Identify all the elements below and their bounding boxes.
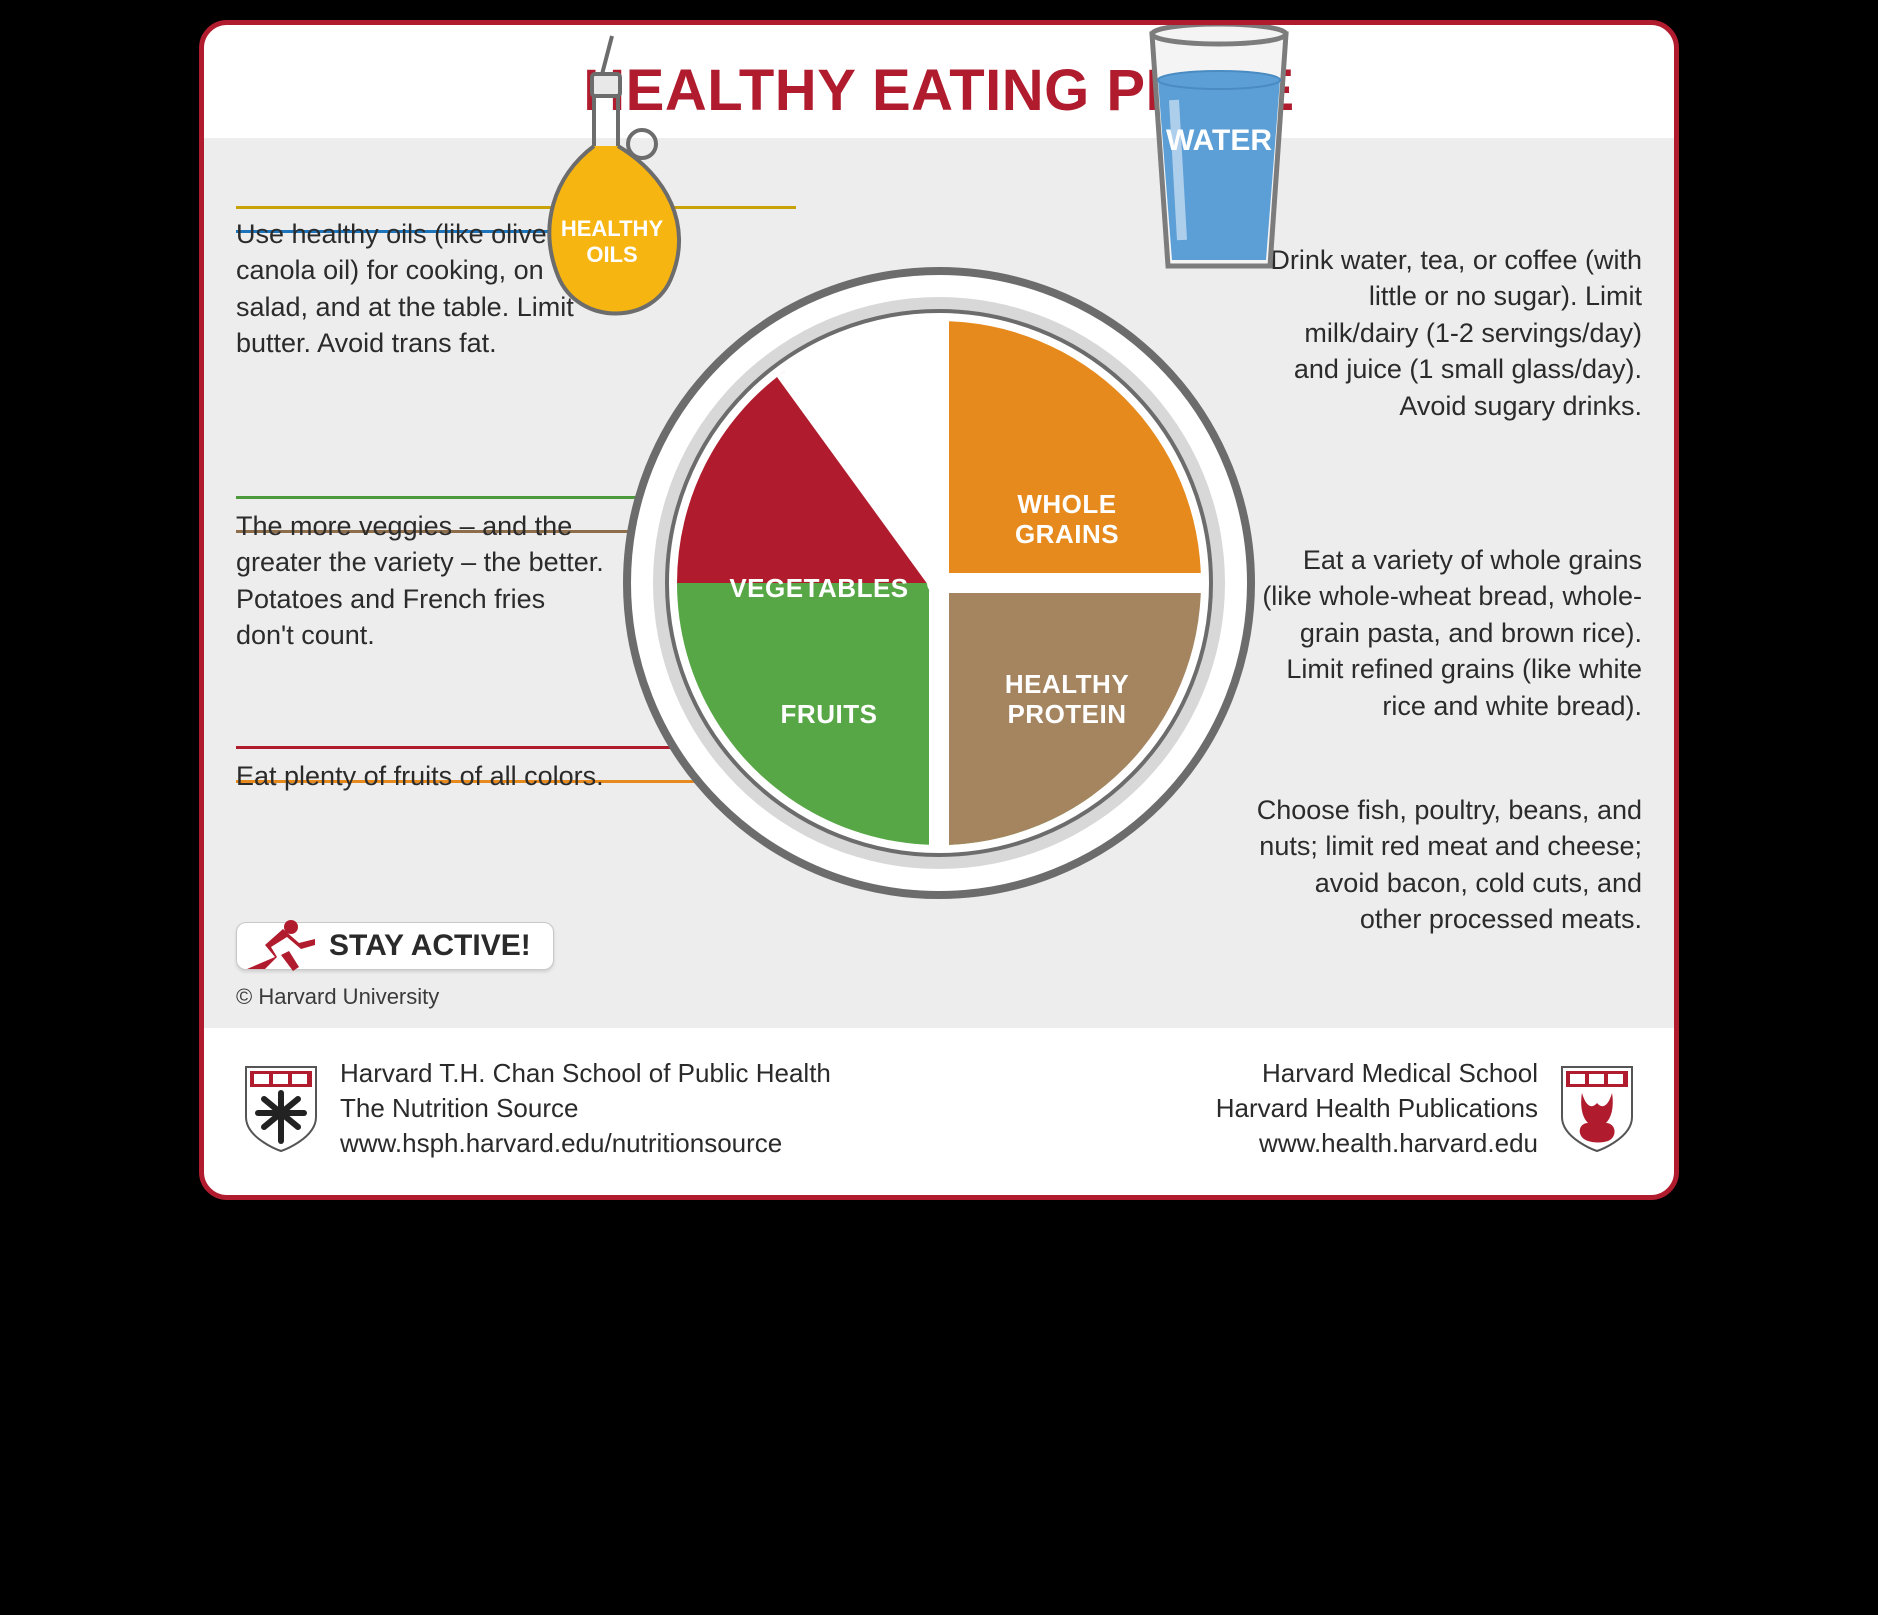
runner-icon	[243, 917, 325, 979]
shield-hms-icon	[1558, 1063, 1636, 1155]
shield-hsph-icon	[242, 1063, 320, 1155]
callout-protein: Choose fish, poultry, beans, and nuts; l…	[1252, 792, 1642, 938]
callout-fruits: Eat plenty of fruits of all colors.	[236, 758, 606, 794]
oils-label-1: HEALTHY	[561, 216, 664, 241]
body-area: Use healthy oils (like olive and canola …	[204, 138, 1674, 1028]
infographic-card: HEALTHY EATING PLATE Use healthy oils (l…	[199, 20, 1679, 1200]
footer-left: Harvard T.H. Chan School of Public Healt…	[242, 1056, 831, 1161]
footer-left-line1: Harvard T.H. Chan School of Public Healt…	[340, 1056, 831, 1091]
footer-right-line2: Harvard Health Publications	[1216, 1091, 1538, 1126]
water-glass-icon: WATER	[1124, 20, 1314, 280]
footer-right: Harvard Medical School Harvard Health Pu…	[1216, 1056, 1636, 1161]
page-title: HEALTHY EATING PLATE	[204, 25, 1674, 138]
footer-left-line2: The Nutrition Source	[340, 1091, 831, 1126]
plate-label-grains: WHOLE	[1017, 489, 1116, 519]
callout-vegetables: The more veggies – and the greater the v…	[236, 508, 606, 654]
copyright: © Harvard University	[236, 984, 439, 1010]
plate: VEGETABLES FRUITS HEALTHYPROTEIN WHOLEGRAIN…	[619, 263, 1259, 903]
plate-label-fruits: FRUITS	[781, 699, 878, 729]
stay-active-badge: STAY ACTIVE!	[236, 922, 554, 970]
plate-label-protein: HEALTHY	[1005, 669, 1129, 699]
footer-left-line3: www.hsph.harvard.edu/nutritionsource	[340, 1126, 831, 1161]
water-label: WATER	[1166, 124, 1272, 157]
footer-right-line3: www.health.harvard.edu	[1216, 1126, 1538, 1161]
plate-label-grains: GRAINS	[1015, 519, 1119, 549]
plate-chart: VEGETABLES FRUITS HEALTHYPROTEIN WHOLEGRAIN…	[619, 263, 1259, 903]
stay-active-label: STAY ACTIVE!	[329, 929, 531, 962]
footer: Harvard T.H. Chan School of Public Healt…	[204, 1028, 1674, 1195]
plate-label-vegetables: VEGETABLES	[729, 573, 908, 603]
plate-label-protein: PROTEIN	[1007, 699, 1126, 729]
callout-grains: Eat a variety of whole grains (like whol…	[1252, 542, 1642, 724]
footer-right-line1: Harvard Medical School	[1216, 1056, 1538, 1091]
